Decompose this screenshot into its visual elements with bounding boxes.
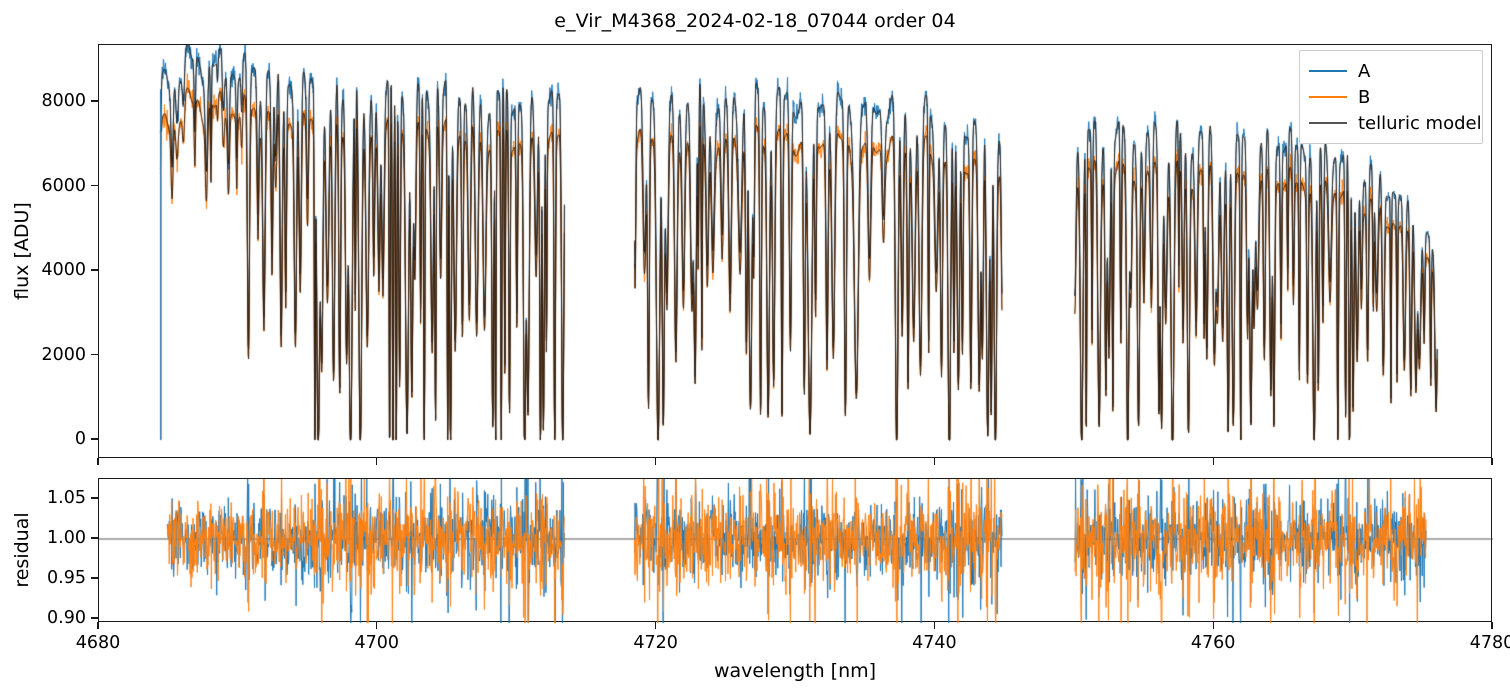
flux-xtick-mark xyxy=(97,458,99,465)
wavelength-xtick-label: 4700 xyxy=(354,633,400,653)
flux-xtick-mark xyxy=(933,458,936,465)
residual-ytick-mark xyxy=(91,537,98,539)
legend-item-telluric: telluric model xyxy=(1309,110,1482,136)
wavelength-xtick-label: 4680 xyxy=(75,633,121,653)
flux-xtick-mark xyxy=(1491,458,1493,465)
legend-item-a: A xyxy=(1309,58,1473,84)
flux-xtick-mark xyxy=(376,458,378,465)
flux-ytick-label: 4000 xyxy=(41,260,86,280)
residual-ytick-mark xyxy=(91,497,98,499)
residual-ytick-label: 1.05 xyxy=(47,488,86,508)
flux-xtick-mark xyxy=(1212,458,1214,465)
wavelength-xtick-label: 4780 xyxy=(1469,633,1510,653)
wavelength-xtick-label: 4760 xyxy=(1190,633,1236,653)
legend-swatch-telluric xyxy=(1309,121,1347,125)
flux-plot-area xyxy=(98,44,1493,459)
flux-ytick-label: 6000 xyxy=(41,175,86,196)
wavelength-xtick-mark xyxy=(654,622,657,629)
wavelength-xtick-mark xyxy=(97,622,99,629)
flux-ytick-mark xyxy=(91,438,98,440)
flux-ytick-label: 0 xyxy=(74,428,86,449)
residual-ytick-label: 0.90 xyxy=(47,608,86,628)
legend-label-a: A xyxy=(1358,60,1371,82)
flux-ytick-mark xyxy=(91,269,98,271)
residual-ytick-mark xyxy=(91,577,98,579)
wavelength-xtick-label: 4740 xyxy=(912,633,957,653)
residual-ytick-label: 0.95 xyxy=(47,568,86,588)
flux-spectrum-canvas xyxy=(99,45,1493,459)
wavelength-xtick-label: 4720 xyxy=(633,633,678,653)
legend-label-b: B xyxy=(1358,86,1371,108)
flux-ytick-label: 2000 xyxy=(41,344,86,365)
flux-xtick-mark xyxy=(654,458,657,465)
wavelength-axis-label: wavelength [nm] xyxy=(713,660,877,682)
wavelength-xtick-mark xyxy=(376,622,378,629)
wavelength-xtick-mark xyxy=(1212,622,1214,629)
legend-item-b: B xyxy=(1309,84,1473,110)
page-title: e_Vir_M4368_2024-02-18_07044 order 04 xyxy=(554,10,956,32)
legend-swatch-b xyxy=(1309,95,1347,99)
flux-ytick-mark xyxy=(91,353,98,356)
residual-plot-area xyxy=(98,478,1493,623)
flux-ytick-label: 8000 xyxy=(41,91,86,112)
residual-ytick-label: 1.00 xyxy=(47,528,86,548)
legend-label-telluric: telluric model xyxy=(1358,112,1482,134)
wavelength-xtick-mark xyxy=(1491,622,1493,629)
flux-axis-label: flux [ADU] xyxy=(11,202,33,300)
wavelength-xtick-mark xyxy=(933,622,936,629)
flux-ytick-mark xyxy=(91,100,98,102)
flux-ytick-mark xyxy=(91,184,98,187)
legend: A B telluric model xyxy=(1299,50,1483,144)
legend-swatch-a xyxy=(1309,69,1347,73)
residual-axis-label: residual xyxy=(11,512,33,588)
residual-canvas xyxy=(99,479,1493,623)
residual-ytick-mark xyxy=(91,617,98,619)
